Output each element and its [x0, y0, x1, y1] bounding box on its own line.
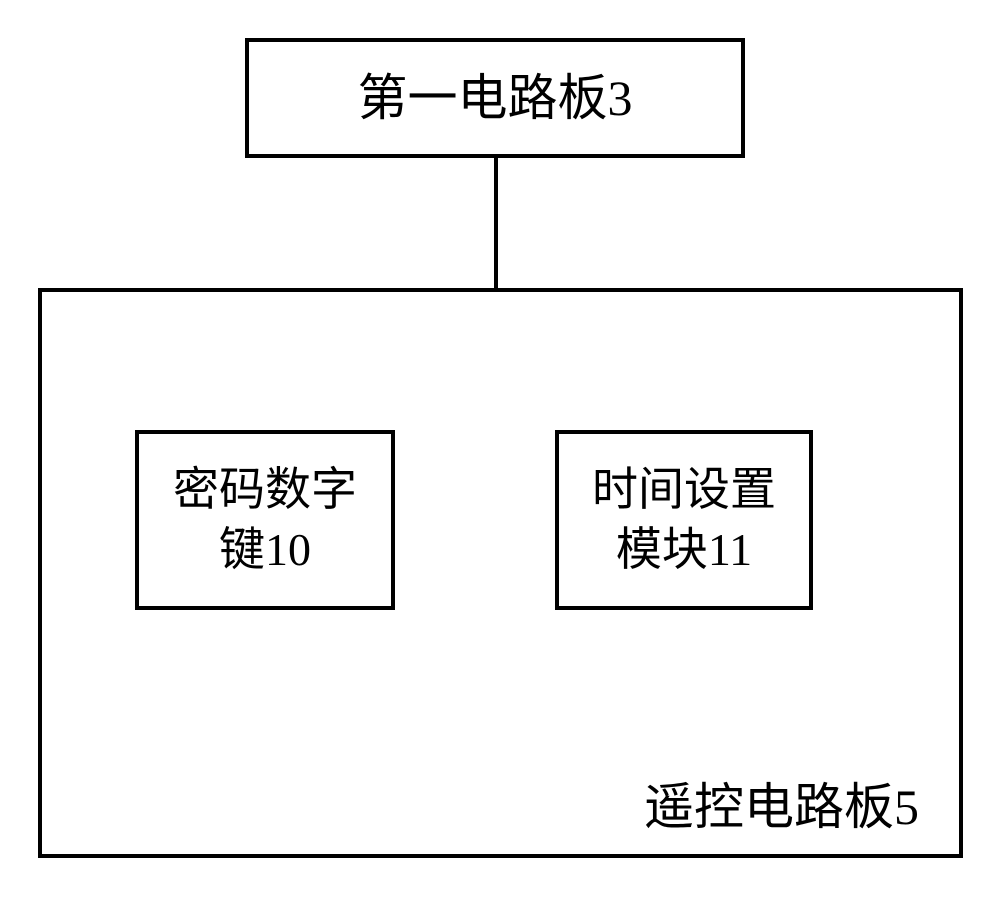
node-top: 第一电路板3	[245, 38, 745, 158]
node-right-child-text: 时间设置 模块11	[592, 460, 776, 580]
block-diagram: 第一电路板3 遥控电路板5 密码数字 键10 时间设置 模块11	[0, 0, 1000, 903]
node-left-child-line1: 密码数字	[173, 460, 357, 520]
node-left-child-line2: 键10	[173, 520, 357, 580]
node-right-child: 时间设置 模块11	[555, 430, 813, 610]
node-container-label: 遥控电路板5	[644, 782, 919, 832]
node-left-child-text: 密码数字 键10	[173, 460, 357, 580]
node-top-label: 第一电路板3	[358, 66, 633, 131]
node-right-child-line1: 时间设置	[592, 460, 776, 520]
node-left-child: 密码数字 键10	[135, 430, 395, 610]
node-right-child-line2: 模块11	[592, 520, 776, 580]
